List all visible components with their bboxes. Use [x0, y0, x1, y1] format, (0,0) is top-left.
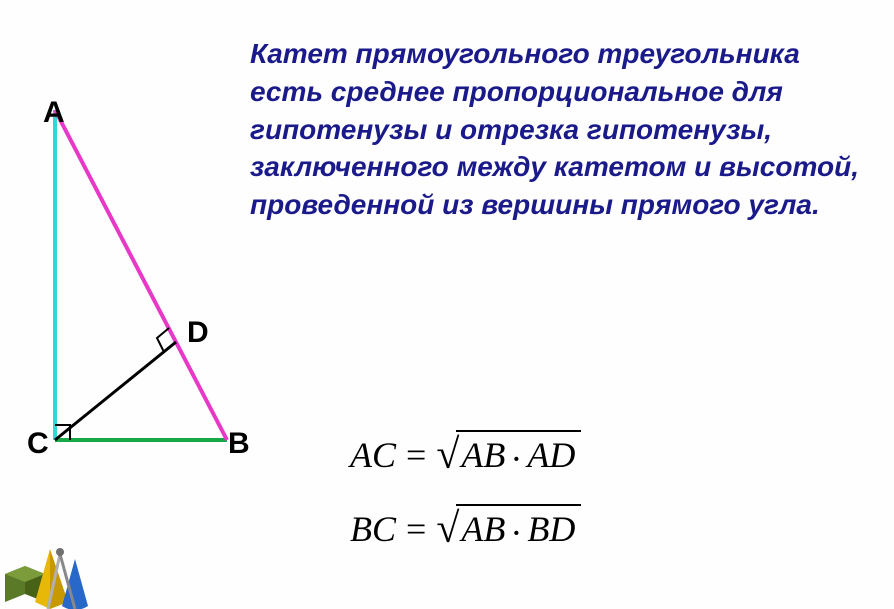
formula-2-lhs: BC	[350, 508, 396, 550]
formula-1: AC = √ AB·AD	[350, 430, 581, 480]
sqrt-2: √ AB·BD	[436, 504, 581, 554]
equals-sign: =	[406, 434, 426, 476]
compass-hinge	[56, 548, 64, 556]
radicand-1: AB·AD	[456, 430, 581, 480]
equals-sign: =	[406, 508, 426, 550]
vertex-label-b: B	[228, 427, 250, 461]
theorem-block: Катет прямоугольного треугольника есть с…	[250, 35, 864, 224]
mult-dot: ·	[510, 439, 522, 479]
triangle-svg	[35, 95, 295, 515]
mult-dot: ·	[510, 513, 522, 553]
formula-1-rhs-a: AB	[461, 435, 505, 475]
formula-2: BC = √ AB·BD	[350, 504, 581, 554]
formula-1-lhs: AC	[350, 434, 396, 476]
theorem-text: Катет прямоугольного треугольника есть с…	[250, 35, 864, 224]
vertex-label-d: D	[187, 316, 209, 350]
radicand-2: AB·BD	[456, 504, 581, 554]
cone-body	[62, 559, 88, 609]
formula-block: AC = √ AB·AD BC = √ AB·BD	[350, 430, 581, 578]
formula-1-rhs-b: AD	[527, 435, 575, 475]
formula-2-rhs-a: AB	[461, 509, 505, 549]
vertex-label-c: C	[27, 427, 49, 461]
sqrt-1: √ AB·AD	[436, 430, 581, 480]
altitude-cd	[55, 342, 176, 440]
formula-2-rhs-b: BD	[527, 509, 575, 549]
geometry-shapes-icon	[0, 534, 90, 609]
vertex-label-a: A	[43, 96, 65, 130]
side-ab	[55, 110, 227, 440]
